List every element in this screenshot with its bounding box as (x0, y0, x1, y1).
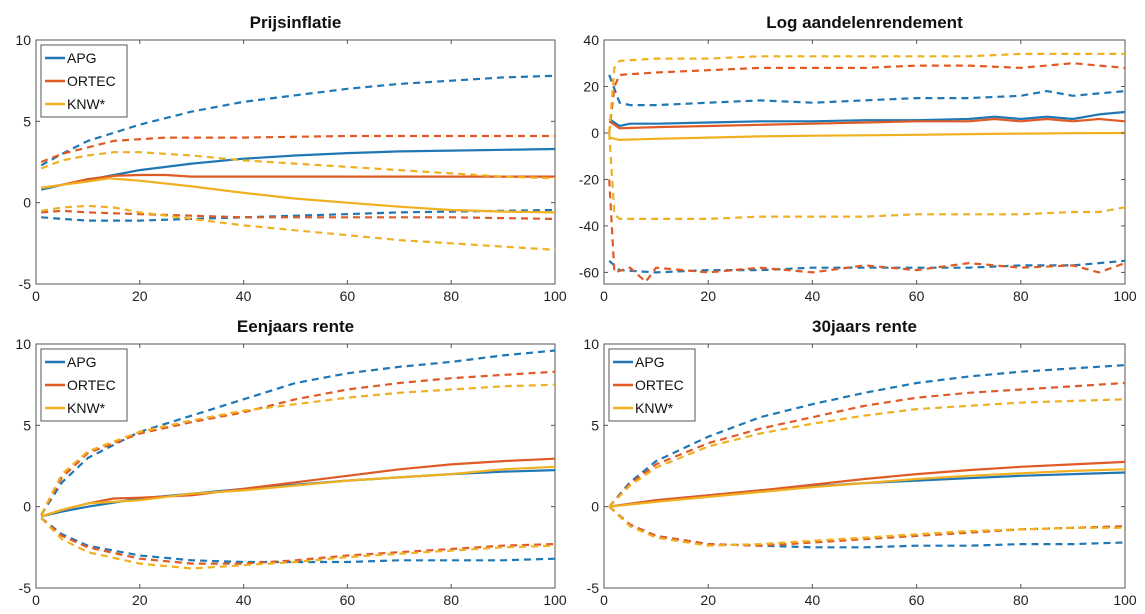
chart-title: Prijsinflatie (250, 13, 342, 32)
x-tick-label: 0 (600, 288, 608, 304)
x-tick-label: 40 (236, 592, 252, 608)
series-line-apg-dashed-1 (40, 349, 555, 516)
x-tick-label: 20 (700, 592, 716, 608)
x-tick-label: 100 (1113, 288, 1137, 304)
chart-title: 30jaars rente (812, 317, 917, 336)
y-tick-label: 0 (23, 499, 31, 515)
series-line-knw-dashed-8 (608, 505, 1125, 547)
x-tick-label: 80 (1013, 288, 1029, 304)
x-tick-label: 0 (32, 288, 40, 304)
y-tick-label: 5 (23, 113, 31, 129)
series-line-apg-dashed-2 (608, 259, 1125, 274)
legend-label-knw: KNW* (635, 400, 674, 416)
series-line-knw-dashed-8 (41, 204, 555, 251)
x-tick-label: 100 (543, 288, 567, 304)
y-tick-label: -5 (19, 580, 32, 596)
legend: APG ORTEC KNW* (608, 348, 696, 422)
y-tick-label: 10 (15, 32, 31, 48)
legend: APG ORTEC KNW* (40, 348, 128, 422)
series-line-apg-dashed-2 (40, 517, 555, 564)
series-line-knw-dashed-7 (40, 383, 555, 516)
y-tick-label: -20 (579, 171, 599, 187)
series-line-knw-dashed-7 (608, 52, 1125, 134)
legend: APG ORTEC KNW* (40, 44, 128, 118)
legend-label-apg: APG (635, 354, 665, 370)
x-tick-label: 40 (805, 288, 821, 304)
x-tick-label: 40 (805, 592, 821, 608)
series-line-knw-solid-6 (41, 177, 555, 214)
y-tick-label: 0 (591, 499, 599, 515)
y-tick-label: -40 (579, 218, 599, 234)
series-line-ortec-dashed-5 (41, 209, 555, 220)
y-tick-label: -5 (19, 276, 32, 292)
plot-area (603, 39, 1126, 285)
y-tick-label: 0 (591, 125, 599, 141)
legend-label-apg: APG (67, 354, 97, 370)
series-line-knw-solid-6 (40, 465, 555, 518)
series-line-apg-solid-0 (608, 110, 1125, 128)
chart-title: Eenjaars rente (237, 317, 354, 336)
series-line-ortec-solid-3 (609, 460, 1125, 508)
x-tick-label: 60 (340, 288, 356, 304)
series-line-ortec-dashed-4 (40, 134, 555, 164)
legend-label-knw: KNW* (67, 96, 106, 112)
legend-label-ortec: ORTEC (635, 377, 684, 393)
y-tick-label: 10 (15, 336, 31, 352)
series-group (608, 364, 1125, 549)
series-line-knw-solid-6 (609, 468, 1125, 508)
series-line-ortec-dashed-4 (40, 370, 555, 516)
y-tick-label: 40 (583, 32, 599, 48)
series-line-apg-dashed-1 (608, 74, 1125, 107)
x-tick-label: 20 (132, 288, 148, 304)
series-group (40, 74, 555, 251)
y-tick-label: -5 (587, 580, 600, 596)
series-line-knw-dashed-7 (40, 151, 555, 180)
legend-label-apg: APG (67, 50, 97, 66)
series-line-knw-dashed-8 (40, 517, 555, 570)
series-group (608, 52, 1125, 283)
x-tick-label: 80 (443, 288, 459, 304)
chart-panel-log-aandelenrendement: Log aandelenrendement 0 20 40 60 80 100 -60 -40 -… (579, 13, 1137, 304)
series-line-knw-dashed-8 (608, 132, 1125, 220)
x-tick-label: 60 (340, 592, 356, 608)
series-line-ortec-dashed-5 (40, 517, 555, 565)
series-line-ortec-dashed-5 (608, 505, 1125, 547)
x-tick-label: 0 (600, 592, 608, 608)
y-tick-label: 5 (591, 417, 599, 433)
x-tick-label: 80 (443, 592, 459, 608)
x-tick-label: 80 (1013, 592, 1029, 608)
y-tick-label: 0 (23, 195, 31, 211)
legend-label-ortec: ORTEC (67, 73, 116, 89)
series-line-apg-dashed-1 (608, 364, 1125, 508)
x-tick-label: 60 (909, 592, 925, 608)
series-line-ortec-dashed-5 (608, 179, 1125, 283)
x-tick-label: 20 (132, 592, 148, 608)
series-line-ortec-solid-3 (608, 117, 1125, 130)
legend-label-knw: KNW* (67, 400, 106, 416)
y-tick-label: 10 (583, 336, 599, 352)
y-tick-label: 5 (23, 417, 31, 433)
y-tick-label: -60 (579, 264, 599, 280)
x-tick-label: 60 (909, 288, 925, 304)
x-tick-label: 0 (32, 592, 40, 608)
x-tick-label: 100 (543, 592, 567, 608)
series-line-ortec-dashed-4 (608, 381, 1125, 508)
chart-title: Log aandelenrendement (766, 13, 963, 32)
x-tick-label: 20 (700, 288, 716, 304)
series-line-ortec-dashed-4 (608, 62, 1125, 134)
x-tick-label: 100 (1113, 592, 1137, 608)
series-line-ortec-solid-3 (41, 173, 555, 190)
y-tick-label: 20 (583, 78, 599, 94)
x-tick-label: 40 (236, 288, 252, 304)
legend-label-ortec: ORTEC (67, 377, 116, 393)
series-group (40, 349, 555, 570)
series-line-knw-solid-6 (608, 131, 1125, 141)
